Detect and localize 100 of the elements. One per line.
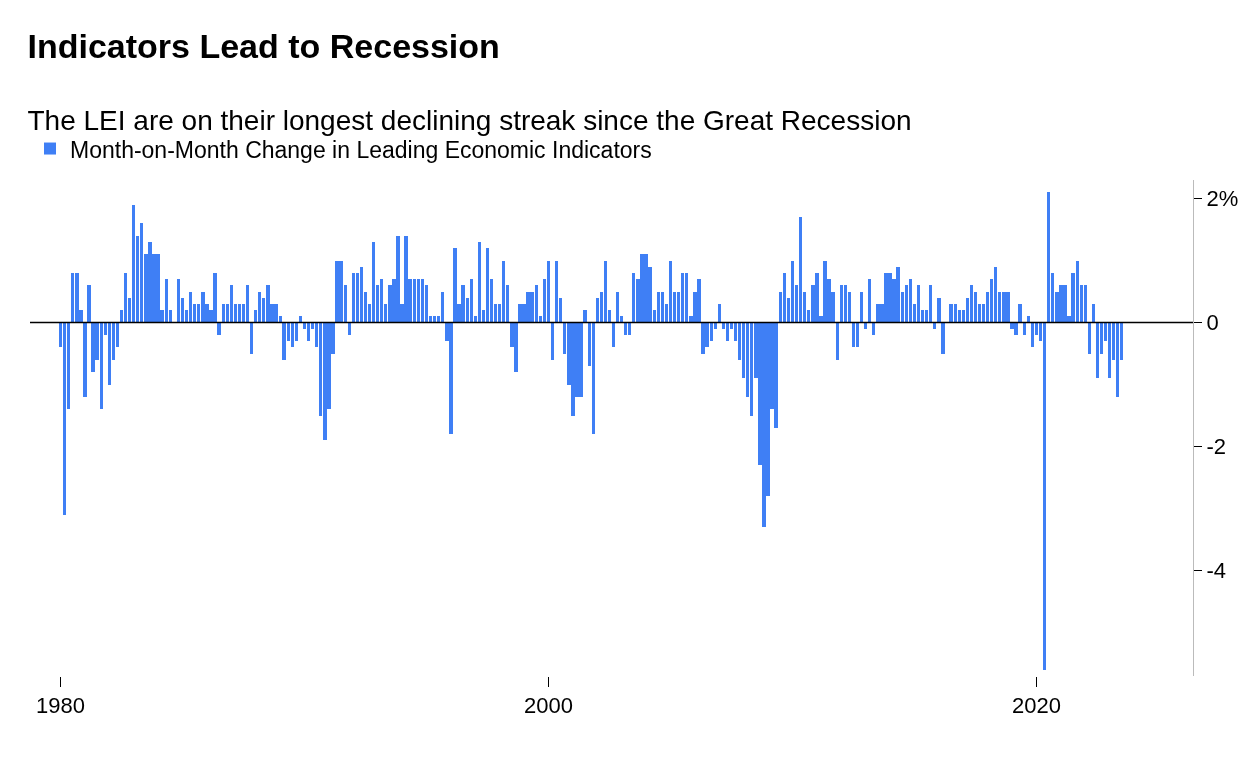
bar xyxy=(896,267,900,323)
bar xyxy=(1047,192,1050,323)
bar xyxy=(1002,292,1006,323)
bar xyxy=(571,323,575,416)
bar xyxy=(132,205,135,323)
bar xyxy=(815,273,819,323)
bar xyxy=(1023,323,1026,335)
bar xyxy=(840,285,843,323)
bar xyxy=(266,285,270,323)
bar xyxy=(799,217,802,323)
bar xyxy=(937,298,941,323)
bar xyxy=(852,323,855,347)
bar xyxy=(823,261,827,323)
bar xyxy=(1116,323,1119,397)
bar xyxy=(1063,285,1067,323)
bar xyxy=(583,310,587,323)
bar xyxy=(372,242,375,323)
bar xyxy=(909,279,912,323)
bar xyxy=(604,261,607,323)
x-tick-label: 2000 xyxy=(524,693,573,719)
bar xyxy=(844,285,847,323)
bar xyxy=(994,267,997,323)
bar xyxy=(1043,323,1046,670)
bar xyxy=(526,292,530,323)
bar xyxy=(461,285,465,323)
bar xyxy=(75,273,79,323)
bar xyxy=(441,292,444,323)
bar xyxy=(108,323,111,385)
bar xyxy=(258,292,261,323)
y-tick-label: -2 xyxy=(1206,434,1226,460)
bar xyxy=(783,273,786,323)
bar xyxy=(396,236,400,323)
bar xyxy=(339,261,343,323)
legend-label: Month-on-Month Change in Leading Economic Indicators xyxy=(70,136,652,163)
bar xyxy=(1018,304,1022,323)
bar xyxy=(1108,323,1111,378)
y-tick-label: 0 xyxy=(1206,310,1219,336)
bar xyxy=(217,323,221,335)
bar xyxy=(669,261,672,323)
bar xyxy=(478,242,481,323)
bar xyxy=(250,323,253,354)
bar xyxy=(230,285,233,323)
bar xyxy=(213,273,217,323)
bar xyxy=(124,273,127,323)
bar xyxy=(486,248,489,323)
bar xyxy=(518,304,522,323)
bar xyxy=(933,323,936,329)
bar xyxy=(547,261,550,323)
x-tick-label: 2020 xyxy=(1012,693,1061,719)
bar xyxy=(624,323,627,335)
bar xyxy=(177,279,180,323)
bar xyxy=(551,323,554,360)
bar xyxy=(579,323,583,397)
bar xyxy=(681,273,684,323)
bar xyxy=(941,323,945,354)
bar xyxy=(1096,323,1099,378)
bar xyxy=(246,285,249,323)
bar xyxy=(514,323,518,372)
bar xyxy=(970,285,973,323)
bar xyxy=(701,323,705,354)
bar xyxy=(348,323,351,335)
bar xyxy=(774,323,778,428)
bar xyxy=(404,236,408,323)
bar xyxy=(917,285,920,323)
bar xyxy=(352,273,355,323)
bar xyxy=(555,261,558,323)
bar xyxy=(876,304,880,323)
bar xyxy=(502,261,505,323)
bar xyxy=(380,279,383,323)
bar xyxy=(628,323,631,335)
bar xyxy=(762,323,766,527)
bar xyxy=(884,273,888,323)
bar xyxy=(1092,304,1095,323)
bar xyxy=(1084,285,1087,323)
bar xyxy=(291,323,294,347)
bar xyxy=(949,304,953,323)
bar xyxy=(201,292,205,323)
bar xyxy=(661,292,664,323)
bar xyxy=(83,323,87,397)
y-tick-label: -4 xyxy=(1206,558,1226,584)
bar xyxy=(274,304,278,323)
chart-subtitle: The LEI are on their longest declining streak since the Great Recession xyxy=(27,104,912,136)
bar xyxy=(222,304,225,323)
bar xyxy=(612,323,615,347)
bar xyxy=(657,292,660,323)
bar xyxy=(864,323,867,329)
bar xyxy=(726,323,729,341)
bar xyxy=(189,292,192,323)
bar xyxy=(836,323,839,360)
y-tick-label: 2% xyxy=(1206,186,1239,212)
bar xyxy=(640,254,644,323)
bar xyxy=(156,254,160,323)
bar xyxy=(449,323,453,434)
bar xyxy=(616,292,619,323)
bar xyxy=(87,285,91,323)
bar xyxy=(860,292,863,323)
bar xyxy=(335,261,339,323)
bar xyxy=(453,248,457,323)
bar xyxy=(360,267,363,323)
x-tick-label: 1980 xyxy=(36,693,86,719)
